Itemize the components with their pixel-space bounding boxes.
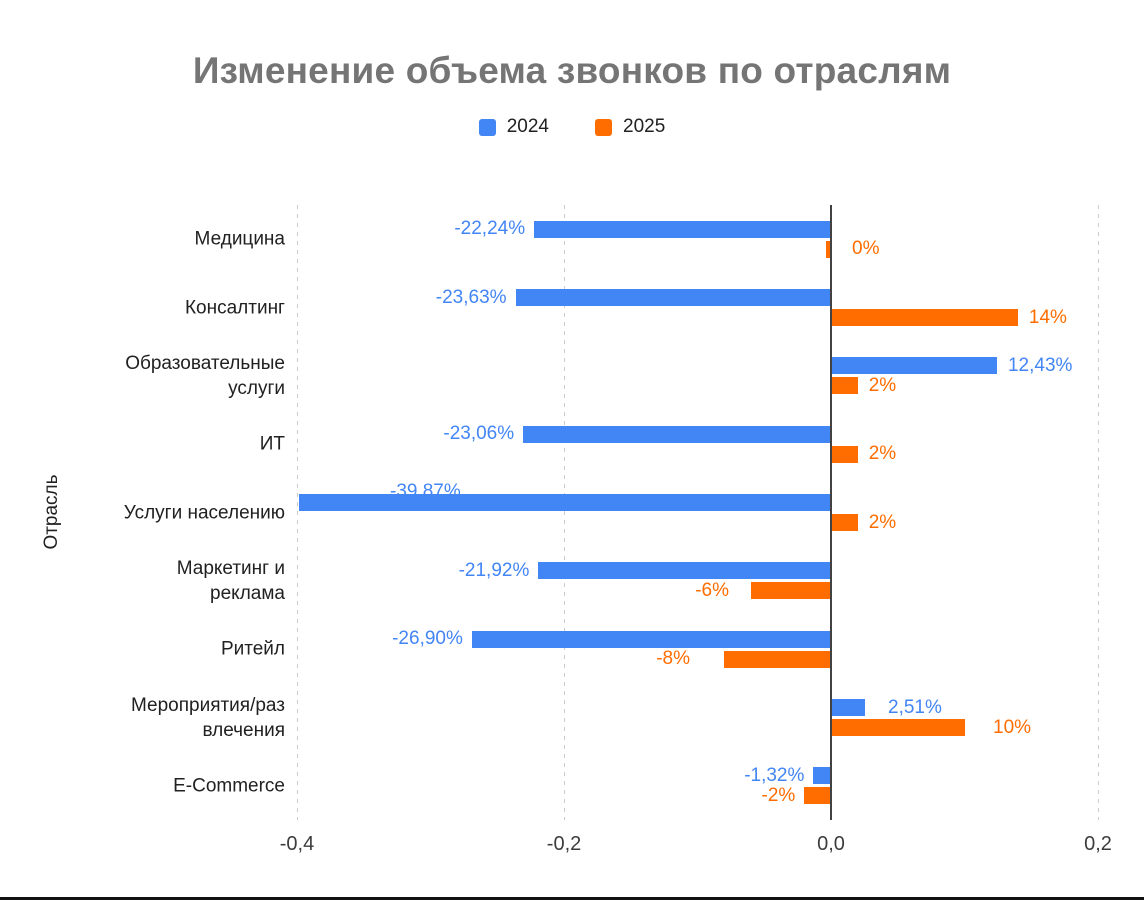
- value-label-2025-row6: -8%: [656, 648, 690, 670]
- bar-2025-row3: [831, 445, 858, 463]
- value-label-2024-row0: -22,24%: [454, 218, 526, 240]
- bar-2024-row1: [515, 289, 832, 306]
- bar-2025-row7: [831, 719, 965, 736]
- value-label-2025-row1: 14%: [1028, 306, 1067, 328]
- x-tick-label: -0,4: [279, 833, 315, 855]
- plot-area: -0,4 -0,2 0,0 0,2 -22,24% -23,63% 12,43% -23,06…: [280, 205, 1125, 855]
- zero-axis-line: [830, 205, 833, 820]
- bar-2024-row3: [523, 425, 832, 443]
- category-label: Консалтинг: [184, 297, 285, 318]
- chart-title: Изменение объема звонков по отраслям: [192, 50, 952, 91]
- value-label-2025-row7: 10%: [993, 716, 1032, 738]
- value-label-2025-row4: 2%: [868, 511, 897, 533]
- value-label-2025-row8: -2%: [761, 784, 796, 806]
- bar-2024-row4: [298, 494, 831, 511]
- x-tick-label: 0,0: [817, 833, 845, 855]
- legend-label-2025: 2025: [623, 116, 666, 137]
- value-label-2025-row3: 2%: [868, 443, 897, 465]
- value-label-2025-row5: -6%: [695, 579, 729, 601]
- bar-2025-row4: [831, 514, 858, 531]
- bar-2025-row1: [831, 309, 1018, 326]
- grid-line: [1097, 205, 1099, 820]
- legend-item-2024: 2024: [478, 116, 549, 138]
- category-label: Услуги населению: [123, 502, 285, 523]
- category-label: Мероприятия/раз влечения: [130, 694, 285, 741]
- bar-2025-row6: [724, 650, 832, 668]
- bar-2025-row0: [826, 240, 831, 258]
- value-label-2024-row8: -1,32%: [744, 764, 805, 786]
- bar-2025-row8: [804, 787, 831, 805]
- value-label-2024-row4: -39,87%: [390, 480, 461, 502]
- x-tick-label: 0,2: [1084, 833, 1112, 855]
- category-label: Образовательные услуги: [125, 352, 285, 399]
- grid-line: [563, 205, 565, 820]
- legend-swatch-2025-icon: [595, 118, 612, 136]
- value-label-2025-row0: 0%: [852, 238, 880, 260]
- category-label: Маркетинг и реклама: [176, 557, 285, 604]
- legend: 2024 2025: [0, 116, 1144, 138]
- legend-swatch-2024-icon: [478, 118, 496, 136]
- grid-line: [296, 205, 298, 820]
- bar-2024-row2: [831, 357, 997, 375]
- category-label: ИТ: [259, 433, 285, 455]
- bar-2024-row5: [538, 562, 832, 580]
- category-label: E-Commerce: [173, 775, 285, 797]
- value-label-2024-row6: -26,90%: [392, 628, 463, 650]
- value-label-2024-row1: -23,63%: [435, 286, 507, 308]
- value-label-2025-row2: 2%: [868, 374, 897, 396]
- bar-2024-row6: [471, 630, 832, 648]
- category-label: Ритейл: [220, 638, 285, 660]
- bar-2025-row5: [750, 582, 831, 600]
- bar-2025-row2: [831, 377, 858, 395]
- x-tick-label: -0,2: [546, 833, 582, 855]
- value-label-2024-row5: -21,92%: [458, 559, 530, 581]
- bar-2024-row8: [813, 767, 831, 785]
- legend-label-2024: 2024: [506, 116, 549, 137]
- y-axis-title: Отрасль: [41, 474, 62, 550]
- bar-2024-row0: [534, 220, 832, 238]
- value-label-2024-row7: 2,51%: [888, 696, 942, 718]
- category-label: Медицина: [194, 228, 285, 250]
- bottom-border: [0, 897, 1144, 900]
- legend-item-2025: 2025: [595, 116, 665, 138]
- value-label-2024-row3: -23,06%: [443, 423, 515, 445]
- value-label-2024-row2: 12,43%: [1007, 354, 1073, 376]
- bar-2024-row7: [831, 699, 865, 716]
